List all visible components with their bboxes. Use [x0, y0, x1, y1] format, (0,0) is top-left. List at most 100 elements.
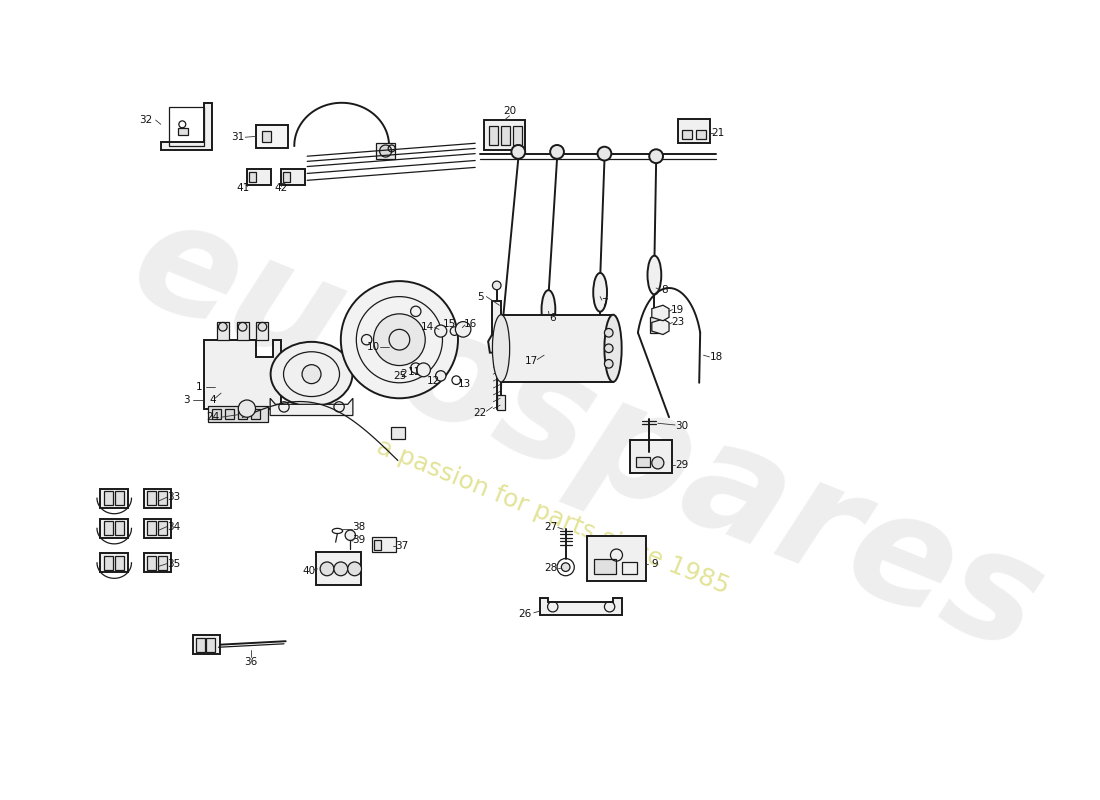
Bar: [621, 562, 637, 574]
Bar: [695, 130, 706, 139]
Bar: [158, 556, 167, 570]
Text: 34: 34: [167, 522, 180, 532]
Circle shape: [219, 322, 227, 331]
Circle shape: [436, 370, 446, 381]
Bar: [650, 318, 659, 333]
Text: 6: 6: [549, 313, 557, 323]
Bar: [147, 556, 155, 570]
Circle shape: [512, 145, 525, 158]
Ellipse shape: [648, 256, 661, 294]
Bar: [263, 131, 271, 142]
Circle shape: [434, 325, 447, 337]
Text: 31: 31: [231, 132, 244, 142]
Bar: [103, 522, 112, 535]
Text: 30: 30: [675, 421, 689, 431]
Circle shape: [550, 145, 564, 158]
Text: 36: 36: [244, 657, 257, 667]
Bar: [596, 334, 604, 350]
Text: 8: 8: [661, 285, 668, 294]
Bar: [100, 519, 128, 538]
Text: 23: 23: [671, 318, 684, 327]
Circle shape: [604, 329, 613, 337]
Ellipse shape: [604, 314, 622, 382]
Circle shape: [320, 562, 334, 576]
Bar: [493, 301, 502, 335]
Circle shape: [604, 344, 613, 353]
Bar: [178, 128, 188, 134]
Text: 41: 41: [236, 183, 250, 193]
Bar: [678, 119, 711, 143]
Ellipse shape: [593, 273, 607, 312]
Bar: [544, 352, 552, 367]
Polygon shape: [204, 340, 282, 409]
Bar: [158, 491, 167, 505]
Bar: [239, 409, 246, 419]
Bar: [207, 638, 215, 651]
Text: eurospares: eurospares: [111, 185, 1063, 685]
Bar: [147, 522, 155, 535]
Circle shape: [348, 562, 362, 576]
Ellipse shape: [302, 365, 321, 384]
Bar: [212, 409, 221, 419]
Bar: [116, 491, 123, 505]
Bar: [390, 426, 405, 438]
Circle shape: [341, 281, 458, 398]
Text: 20: 20: [503, 106, 516, 117]
Bar: [256, 322, 268, 340]
Circle shape: [239, 322, 246, 331]
Bar: [103, 491, 112, 505]
Text: 1: 1: [196, 382, 202, 392]
Text: 13: 13: [459, 379, 472, 390]
Text: 12: 12: [427, 376, 440, 386]
Bar: [316, 553, 361, 586]
Bar: [255, 125, 288, 147]
Bar: [376, 143, 395, 158]
Bar: [226, 409, 234, 419]
Ellipse shape: [494, 334, 508, 372]
Bar: [249, 172, 255, 182]
Bar: [116, 522, 123, 535]
Bar: [147, 491, 155, 505]
Bar: [282, 169, 306, 185]
Text: 29: 29: [675, 460, 689, 470]
Text: 3: 3: [184, 395, 190, 405]
Text: 28: 28: [544, 563, 558, 573]
Bar: [497, 395, 505, 410]
Bar: [484, 120, 525, 150]
Bar: [100, 489, 128, 508]
Text: 26: 26: [518, 609, 531, 618]
Bar: [217, 322, 229, 340]
Text: 14: 14: [421, 322, 434, 332]
Text: 38: 38: [352, 522, 365, 533]
Bar: [251, 409, 260, 419]
Bar: [246, 169, 271, 185]
Bar: [587, 536, 646, 581]
Circle shape: [334, 562, 348, 576]
Text: 33: 33: [167, 492, 180, 502]
Ellipse shape: [541, 290, 556, 329]
Circle shape: [258, 322, 266, 331]
Bar: [513, 126, 521, 145]
Text: 39: 39: [352, 535, 365, 546]
Bar: [502, 126, 509, 145]
Bar: [283, 172, 290, 182]
Bar: [208, 406, 268, 422]
Bar: [100, 554, 128, 572]
Polygon shape: [488, 335, 505, 353]
Circle shape: [345, 530, 355, 541]
Bar: [374, 539, 382, 550]
Text: 17: 17: [525, 356, 538, 366]
Text: 2: 2: [400, 369, 407, 379]
Polygon shape: [161, 102, 212, 150]
Circle shape: [493, 281, 502, 290]
Bar: [143, 489, 172, 508]
Bar: [682, 130, 692, 139]
Polygon shape: [652, 306, 669, 321]
Bar: [143, 554, 172, 572]
Circle shape: [376, 367, 389, 381]
Bar: [236, 322, 249, 340]
Polygon shape: [540, 598, 622, 615]
Bar: [158, 522, 167, 535]
Text: 9: 9: [651, 558, 658, 569]
Text: 7: 7: [601, 298, 607, 308]
